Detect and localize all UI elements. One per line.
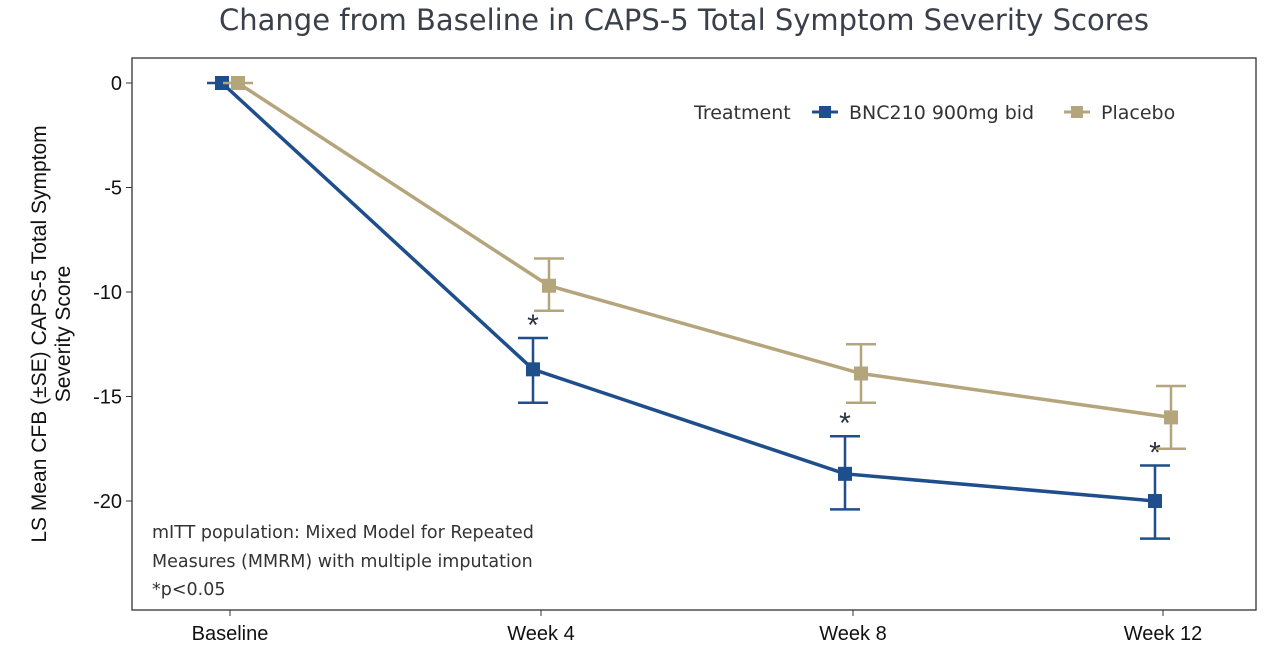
data-point [215, 76, 229, 90]
significance-marker: * [527, 309, 539, 342]
y-tick-label: -15 [93, 387, 122, 409]
data-point [854, 366, 868, 381]
data-point [1148, 494, 1162, 508]
significance-marker: * [1149, 436, 1161, 469]
chart-title: Change from Baseline in CAPS-5 Total Sym… [219, 3, 1149, 37]
y-tick-label: -5 [104, 178, 122, 200]
y-tick-label: -20 [93, 491, 122, 513]
data-point [1164, 410, 1178, 425]
legend-marker-placebo [1071, 106, 1083, 118]
series-line [237, 81, 1172, 420]
x-tick-label: Week 8 [819, 623, 886, 645]
legend-marker-bnc210 [819, 106, 831, 118]
significance-marker: * [839, 407, 851, 440]
y-tick-label: -10 [93, 282, 122, 304]
x-tick-label: Week 12 [1124, 623, 1203, 645]
annotation-line-3: *p<0.05 [152, 580, 226, 600]
legend-label-bnc210: BNC210 900mg bid [849, 102, 1034, 124]
data-point [231, 76, 245, 90]
y-axis-label-line2: Severity Score [52, 266, 75, 403]
data-point [838, 466, 852, 481]
series-bnc210: * * * [207, 76, 1170, 540]
x-tick-label: Week 4 [507, 623, 574, 645]
annotation-line-1: mITT population: Mixed Model for Repeate… [152, 523, 534, 543]
legend: Treatment BNC210 900mg bid Placebo [693, 102, 1175, 124]
y-axis-label-line1: LS Mean CFB (±SE) CAPS-5 Total Symptom [28, 125, 51, 542]
legend-title: Treatment [693, 102, 791, 124]
series-line [220, 81, 1156, 503]
data-point [542, 278, 556, 293]
y-tick-label: 0 [111, 73, 122, 95]
annotation-line-2: Measures (MMRM) with multiple imputation [152, 552, 533, 572]
data-point [526, 362, 540, 377]
plot-panel [131, 57, 1257, 611]
legend-label-placebo: Placebo [1101, 102, 1175, 124]
annotation: mITT population: Mixed Model for Repeate… [152, 523, 534, 600]
x-tick-label: Baseline [192, 623, 269, 645]
series-placebo [223, 76, 1186, 450]
